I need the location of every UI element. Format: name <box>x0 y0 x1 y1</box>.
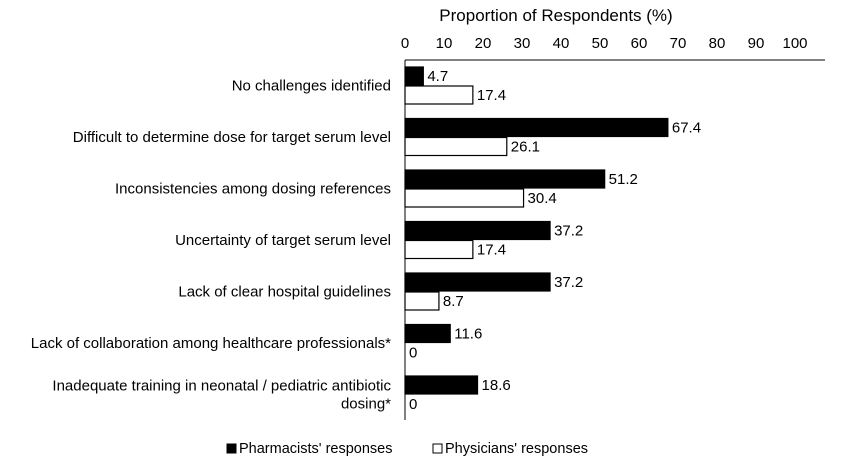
category-label: Difficult to determine dose for target s… <box>73 129 391 146</box>
data-label: 37.2 <box>554 274 583 291</box>
data-label: 51.2 <box>609 171 638 188</box>
data-label: 37.2 <box>554 223 583 240</box>
pharmacist-bar <box>404 117 669 138</box>
physician-bar <box>404 85 474 105</box>
legend-label: Physicians' responses <box>445 441 588 457</box>
pharmacist-bar <box>404 272 551 292</box>
data-label: 8.7 <box>443 293 464 310</box>
category-label: Lack of collaboration among healthcare p… <box>31 335 391 352</box>
pharmacist-bar <box>404 323 451 344</box>
category-labels: No challenges identified Difficult to det… <box>31 78 392 413</box>
tick-label: 10 <box>436 35 453 52</box>
pharmacist-bar <box>404 375 479 395</box>
tick-label: 40 <box>553 35 570 52</box>
data-label: 67.4 <box>672 120 701 137</box>
data-label: 0 <box>409 345 417 362</box>
data-label: 0 <box>409 396 417 413</box>
pharmacist-bar <box>404 66 424 86</box>
physician-bar <box>404 188 525 208</box>
legend-swatch-physicians <box>432 443 443 454</box>
legend-label: Pharmacists' responses <box>239 441 392 457</box>
tick-label: 60 <box>631 35 648 52</box>
data-label: 17.4 <box>477 87 506 104</box>
category-label: Lack of clear hospital guidelines <box>178 284 391 301</box>
data-label: 30.4 <box>528 190 557 207</box>
tick-label: 90 <box>748 35 765 52</box>
tick-label: 80 <box>709 35 726 52</box>
data-label: 4.7 <box>427 68 448 85</box>
physician-bar <box>404 239 474 260</box>
physician-bar <box>404 136 508 157</box>
tick-label: 50 <box>592 35 609 52</box>
category-label: Inconsistencies among dosing references <box>115 181 391 198</box>
category-label: No challenges identified <box>232 78 391 95</box>
tick-label: 0 <box>401 35 409 52</box>
data-label: 17.4 <box>477 242 506 259</box>
data-label: 26.1 <box>511 139 540 156</box>
tick-label: 30 <box>514 35 531 52</box>
axis-title: Proportion of Respondents (%) <box>439 6 672 25</box>
tick-label: 100 <box>782 35 807 52</box>
tick-label: 20 <box>475 35 492 52</box>
data-label: 18.6 <box>482 377 511 394</box>
bars-group: 4.7 17.4 67.4 26.1 51.2 30.4 37.2 17.4 37.2 8.7 11… <box>404 66 701 413</box>
category-label: dosing* <box>341 396 391 413</box>
pharmacist-bar <box>404 220 551 241</box>
tick-label: 70 <box>670 35 687 52</box>
data-label: 11.6 <box>454 326 482 343</box>
category-label: Uncertainty of target serum level <box>175 232 391 249</box>
category-label: Inadequate training in neonatal / pediat… <box>52 378 391 395</box>
x-axis-ticks: 0 10 20 30 40 50 60 70 80 90 100 <box>401 35 808 52</box>
physician-bar <box>404 291 440 311</box>
legend: Pharmacists' responses Physicians' respon… <box>226 441 588 457</box>
legend-swatch-pharmacists <box>226 443 237 454</box>
pharmacist-bar <box>404 169 606 189</box>
